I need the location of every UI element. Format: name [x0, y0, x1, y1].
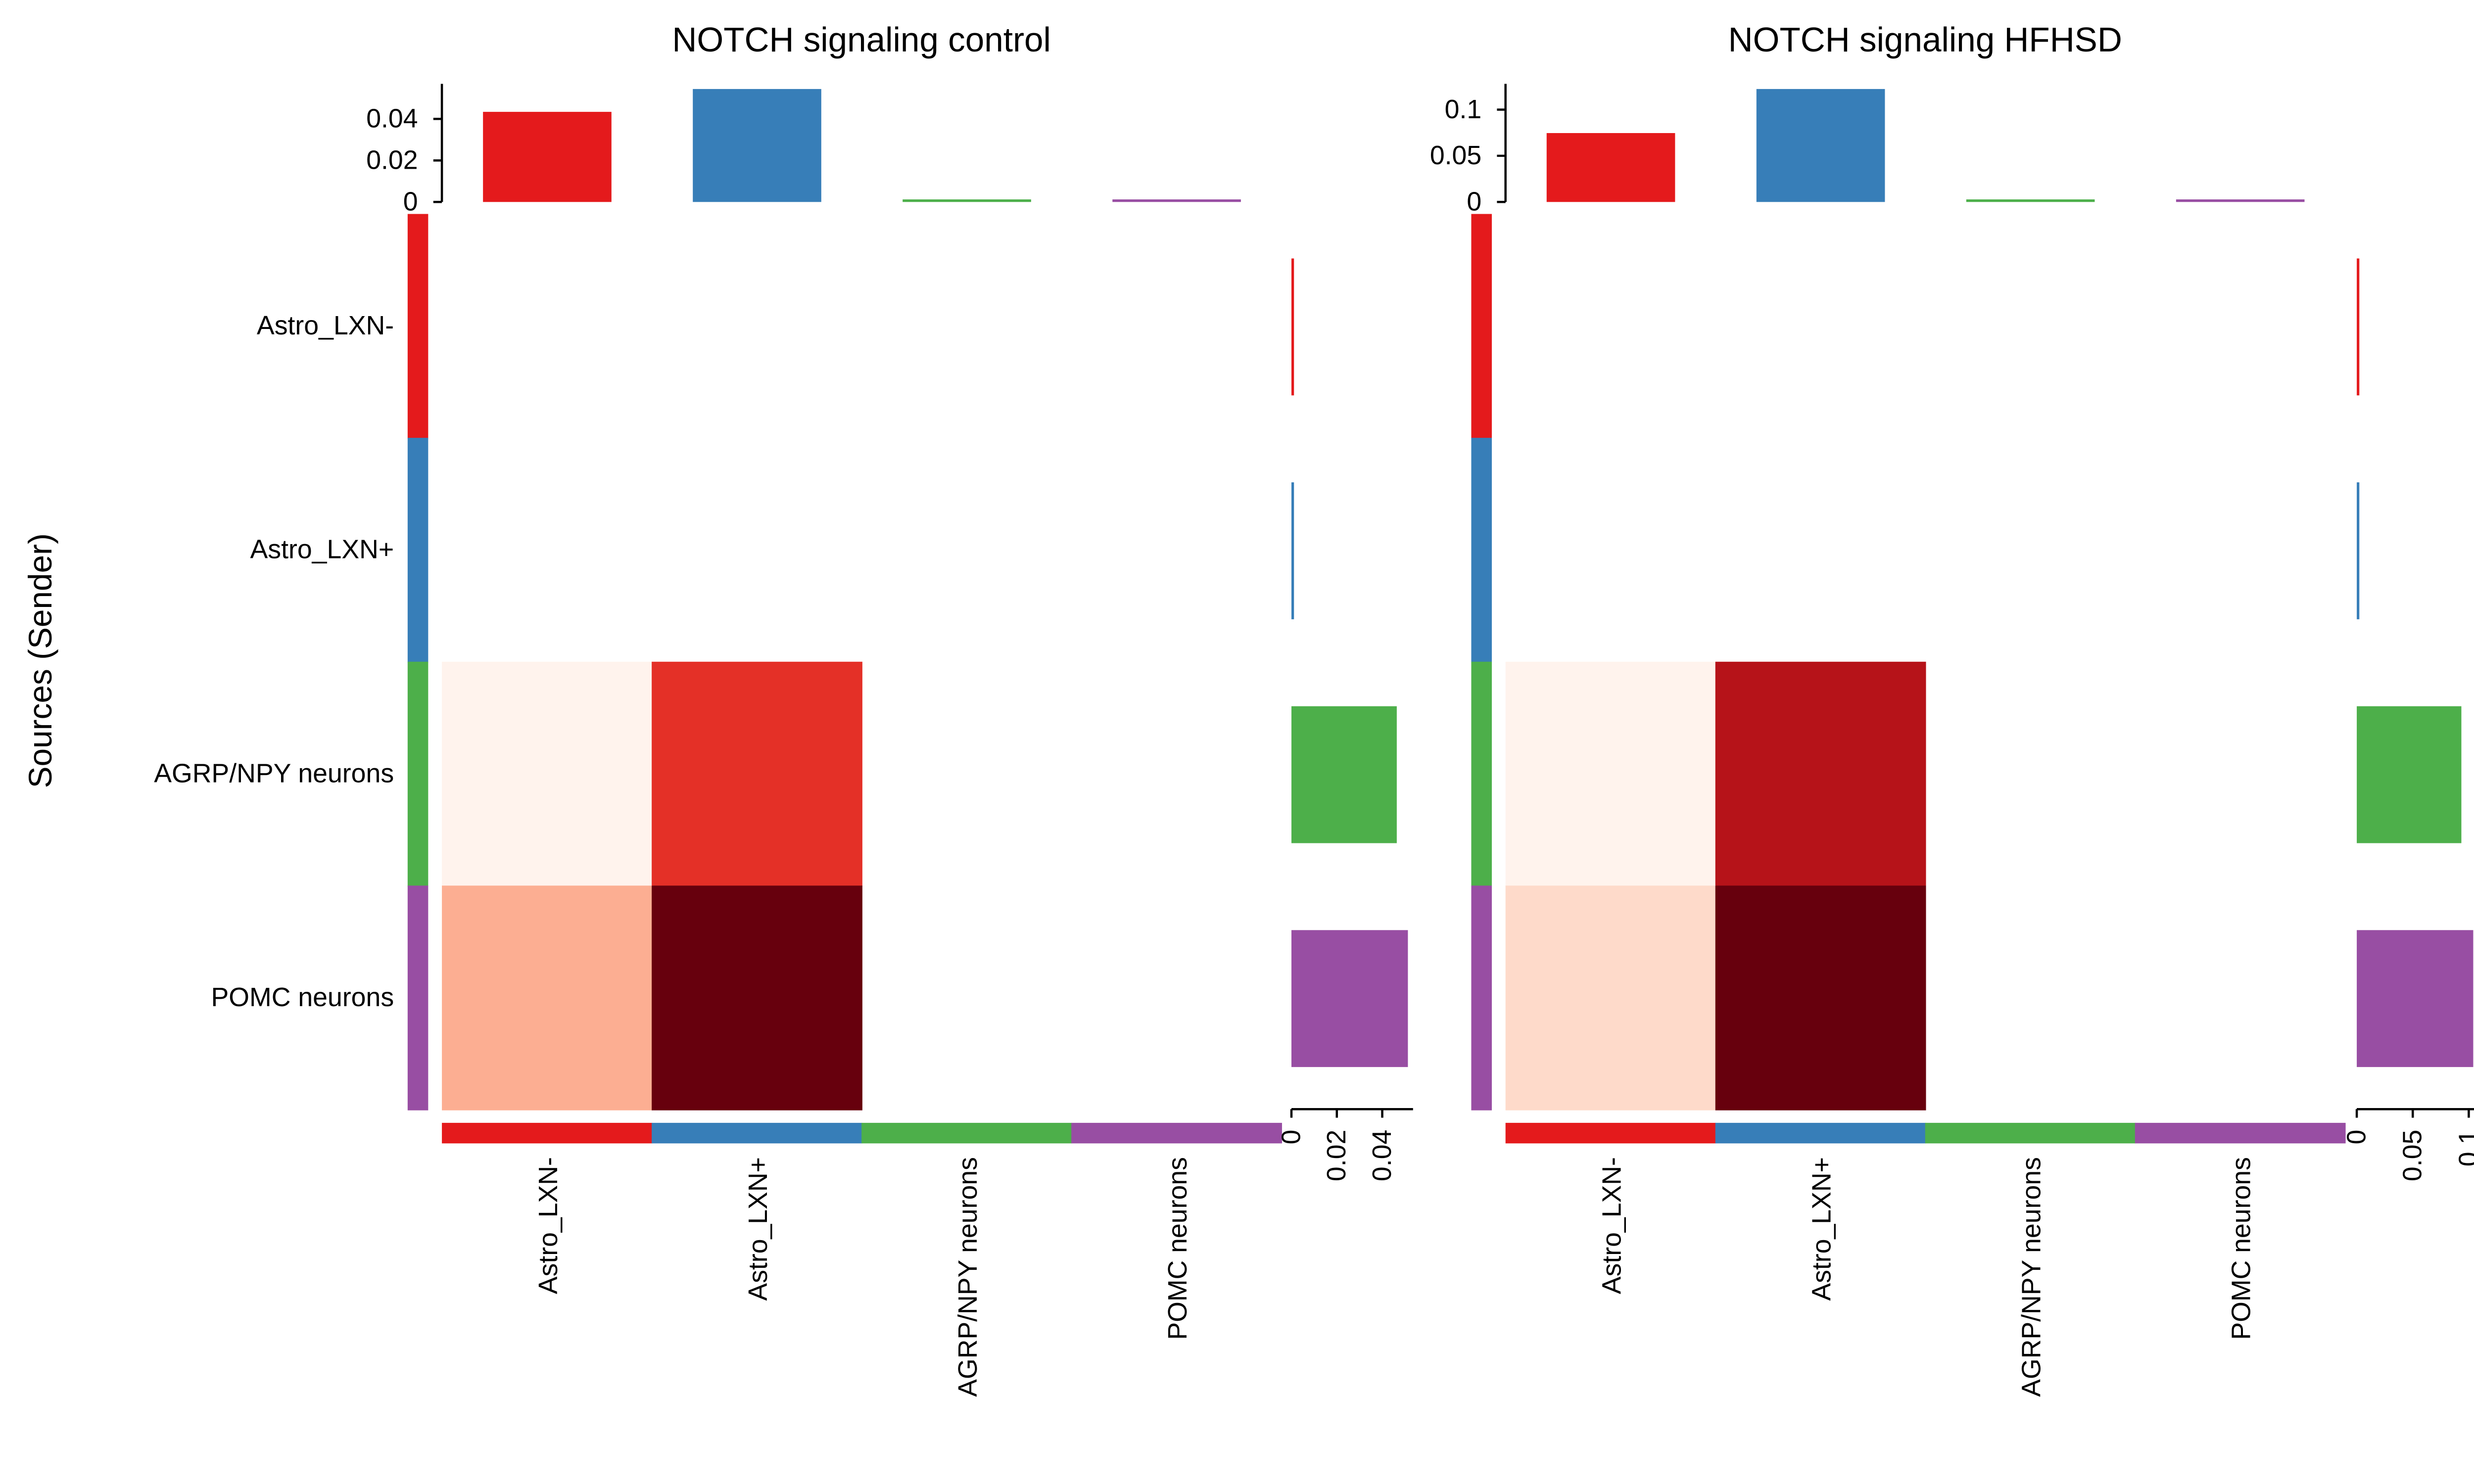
right-bar [1291, 482, 1294, 619]
heatmap-cell [1505, 885, 1716, 1111]
column-label: Astro_LXN+ [1807, 1157, 1837, 1301]
heatmap-cell [1715, 885, 1926, 1111]
top-axis-tick-label: 0.02 [366, 145, 418, 175]
column-label: AGRP/NPY neurons [2017, 1157, 2046, 1397]
column-label: POMC neurons [1163, 1157, 1192, 1340]
top-bar [1112, 199, 1241, 202]
column-label: Astro_LXN- [533, 1157, 563, 1294]
column-annotation-bar [1071, 1122, 1282, 1144]
top-bar [483, 112, 612, 202]
right-axis-tick-label: 0.04 [1367, 1130, 1397, 1181]
right-bar [2357, 482, 2360, 619]
column-label: Astro_LXN- [1597, 1157, 1626, 1294]
row-annotation-bar [407, 214, 428, 439]
top-bar [693, 89, 821, 202]
column-label: Astro_LXN+ [743, 1157, 773, 1301]
top-axis-tick-label: 0.04 [366, 104, 418, 134]
heatmap-cell [442, 885, 653, 1111]
top-bar [1966, 199, 2095, 202]
right-bar [1291, 258, 1294, 396]
row-label: Astro_LXN- [257, 311, 394, 340]
row-annotation-bar [407, 885, 428, 1111]
row-label: POMC neurons [211, 982, 394, 1012]
column-annotation-bar [442, 1122, 653, 1144]
right-bar [2357, 258, 2360, 396]
right-axis-tick-label: 0.1 [2454, 1130, 2474, 1167]
right-bar [1291, 706, 1397, 843]
right-bar [2357, 706, 2462, 843]
top-axis-tick-label: 0 [403, 187, 418, 217]
panel-title-hfhsd: NOTCH signaling HFHSD [1728, 20, 2122, 59]
heatmap-cell [1715, 661, 1926, 887]
right-bar [2357, 930, 2474, 1067]
row-annotation-bar [1471, 438, 1492, 663]
row-annotation-bar [407, 438, 428, 663]
column-annotation-bar [1505, 1122, 1716, 1144]
column-annotation-bar [861, 1122, 1072, 1144]
row-label: AGRP/NPY neurons [154, 758, 394, 788]
column-annotation-bar [1715, 1122, 1926, 1144]
right-axis-tick-label: 0.05 [2398, 1130, 2427, 1181]
heatmap-cell [652, 885, 862, 1111]
right-axis-tick-label: 0 [2341, 1130, 2371, 1145]
top-bar [1756, 89, 1885, 202]
column-annotation-bar [1925, 1122, 2136, 1144]
row-annotation-bar [1471, 214, 1492, 439]
top-axis-tick-label: 0.1 [1445, 94, 1482, 124]
heatmap-cell [442, 661, 653, 887]
row-label: Astro_LXN+ [250, 535, 394, 564]
top-bar [2176, 199, 2305, 202]
heatmap-cell [652, 661, 862, 887]
top-bar [903, 199, 1031, 202]
y-axis-title: Sources (Sender) [22, 533, 58, 788]
top-axis-tick-label: 0 [1467, 187, 1481, 217]
top-axis-tick-label: 0.05 [1430, 140, 1481, 170]
panel-hfhsd: NOTCH signaling HFHSD Astro_LXN- Astro_LX… [1430, 20, 2474, 1397]
column-label: AGRP/NPY neurons [953, 1157, 983, 1397]
top-bar [1546, 133, 1675, 202]
right-axis-tick-label: 0 [1276, 1130, 1306, 1145]
panel-title-control: NOTCH signaling control [672, 20, 1051, 59]
panel-control: NOTCH signaling control Astro_LXN- Astro_… [154, 20, 1413, 1397]
right-axis-tick-label: 0.02 [1322, 1130, 1351, 1181]
heatmap-cell [1505, 661, 1716, 887]
right-bar [1291, 930, 1408, 1067]
row-annotation-bar [407, 661, 428, 887]
row-annotation-bar [1471, 885, 1492, 1111]
column-annotation-bar [2135, 1122, 2346, 1144]
column-annotation-bar [652, 1122, 862, 1144]
row-annotation-bar [1471, 661, 1492, 887]
column-label: POMC neurons [2227, 1157, 2256, 1340]
